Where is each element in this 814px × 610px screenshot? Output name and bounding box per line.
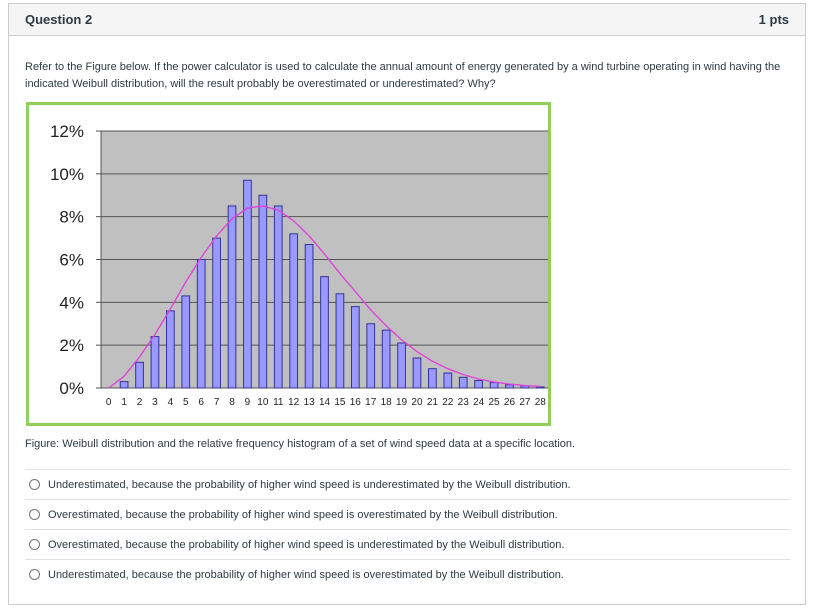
- answer-label: Underestimated, because the probability …: [48, 568, 564, 581]
- question-points: 1 pts: [758, 12, 789, 27]
- histogram-bar: [273, 205, 283, 389]
- question-card: Question 2 1 pts Refer to the Figure bel…: [8, 3, 806, 605]
- figure-frame: 0% 2% 4% 6% 8% 10% 12% 0 1 2 3 4 5 6 7 8 9 10 11 12 13 14 15 16…: [26, 102, 551, 426]
- histogram-bar: [258, 194, 268, 389]
- x-tick-label: 15: [334, 397, 346, 408]
- histogram-bar: [350, 306, 360, 389]
- y-tick-label: 10%: [50, 165, 84, 184]
- figure-caption: Figure: Weibull distribution and the rel…: [25, 438, 576, 450]
- y-tick-label: 8%: [59, 208, 84, 227]
- histogram-bar: [212, 237, 221, 389]
- histogram-bar: [335, 293, 345, 389]
- x-tick-label: 7: [214, 397, 220, 408]
- histogram-bar: [227, 205, 237, 389]
- histogram-bar: [166, 310, 175, 389]
- histogram-bar: [135, 361, 144, 389]
- question-header: Question 2 1 pts: [9, 4, 805, 36]
- histogram-bar: [443, 372, 453, 389]
- answer-list: Underestimated, because the probability …: [25, 469, 790, 589]
- weibull-histogram-chart: 0%2%4%6%8%10%12%0 1 2 3 4 5 6 7 8 9 10 11 12 13 14 15 16…: [50, 122, 548, 408]
- histogram-bar: [243, 179, 252, 389]
- radio-button[interactable]: [29, 479, 40, 490]
- x-tick-label: 24: [473, 397, 485, 408]
- x-tick-label: 27: [519, 397, 531, 408]
- x-tick-label: 21: [427, 397, 439, 408]
- histogram-bar: [474, 380, 483, 389]
- histogram-bar: [196, 259, 206, 389]
- answer-option-2[interactable]: Overestimated, because the probability o…: [25, 499, 790, 529]
- x-tick-label: 9: [245, 397, 251, 408]
- histogram-bar: [535, 386, 545, 389]
- histogram-bar: [412, 357, 422, 389]
- x-tick-label: 0: [106, 397, 112, 408]
- x-tick-label: 20: [411, 397, 423, 408]
- answer-label: Overestimated, because the probability o…: [48, 538, 565, 551]
- radio-button[interactable]: [29, 509, 40, 520]
- histogram-bar: [489, 382, 499, 389]
- x-tick-label: 19: [396, 397, 408, 408]
- histogram-bar: [381, 329, 391, 389]
- y-tick-label: 6%: [59, 251, 84, 270]
- x-tick-label: 5: [183, 397, 189, 408]
- answer-option-1[interactable]: Underestimated, because the probability …: [25, 469, 790, 499]
- x-tick-label: 22: [442, 397, 454, 408]
- y-tick-label: 4%: [59, 293, 84, 312]
- histogram-bar: [428, 368, 437, 389]
- x-tick-label: 28: [535, 397, 547, 408]
- histogram-bar: [150, 336, 160, 389]
- x-tick-label: 13: [304, 397, 316, 408]
- y-tick-label: 12%: [50, 122, 84, 141]
- radio-button[interactable]: [29, 539, 40, 550]
- histogram-bar: [458, 376, 468, 389]
- x-tick-label: 12: [288, 397, 300, 408]
- histogram-bar: [304, 244, 314, 389]
- x-tick-label: 26: [504, 397, 516, 408]
- histogram-bar: [320, 276, 329, 389]
- histogram-bar: [397, 342, 406, 389]
- question-title: Question 2: [25, 12, 93, 27]
- answer-option-3[interactable]: Overestimated, because the probability o…: [25, 529, 790, 559]
- y-tick-label: 2%: [59, 336, 84, 355]
- x-tick-label: 23: [458, 397, 470, 408]
- x-tick-label: 8: [229, 397, 235, 408]
- x-tick-label: 6: [198, 397, 204, 408]
- x-tick-label: 14: [319, 397, 331, 408]
- radio-button[interactable]: [29, 569, 40, 580]
- histogram-bar: [181, 295, 191, 389]
- x-tick-label: 17: [365, 397, 377, 408]
- y-tick-label: 0%: [59, 379, 84, 398]
- answer-label: Overestimated, because the probability o…: [48, 508, 558, 521]
- question-text: Refer to the Figure below. If the power …: [25, 61, 781, 90]
- histogram-bar: [119, 381, 129, 389]
- x-tick-label: 3: [152, 397, 158, 408]
- x-tick-label: 16: [350, 397, 362, 408]
- x-tick-label: 25: [488, 397, 500, 408]
- x-tick-label: 18: [381, 397, 393, 408]
- histogram-bar: [505, 384, 514, 389]
- answer-option-4[interactable]: Underestimated, because the probability …: [25, 559, 790, 589]
- answer-label: Underestimated, because the probability …: [48, 478, 571, 491]
- x-tick-label: 4: [168, 397, 174, 408]
- x-tick-label: 10: [257, 397, 269, 408]
- histogram-bar: [289, 233, 299, 389]
- weibull-curve: [108, 205, 541, 389]
- x-tick-label: 11: [273, 397, 284, 408]
- x-tick-label: 2: [137, 397, 143, 408]
- x-tick-label: 1: [121, 397, 127, 408]
- histogram-bar: [366, 323, 376, 389]
